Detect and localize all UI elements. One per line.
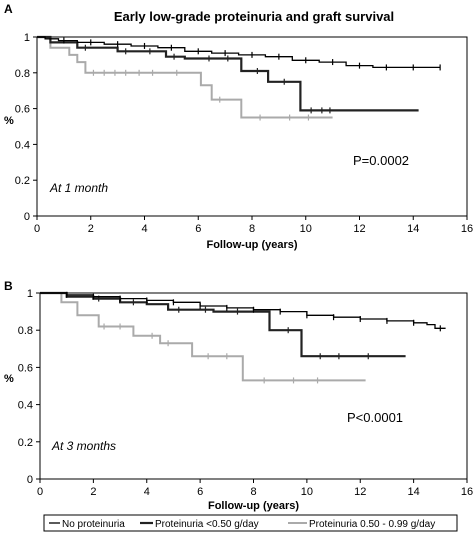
x-tick-label: 16 xyxy=(461,223,473,235)
x-tick-label: 4 xyxy=(144,486,150,498)
legend-entry-1: Proteinuria <0.50 g/day xyxy=(155,519,259,530)
x-tick-label: 8 xyxy=(249,223,255,235)
legend-box xyxy=(43,514,458,532)
series-line-0 xyxy=(37,36,441,69)
y-tick-label: 0.6 xyxy=(18,362,33,374)
x-tick-label: 0 xyxy=(34,223,40,235)
y-axis-label: % xyxy=(4,115,14,127)
x-tick-label: 4 xyxy=(141,223,147,235)
series-line-1 xyxy=(37,35,419,112)
y-tick-label: 0.4 xyxy=(15,139,30,151)
x-tick-label: 10 xyxy=(301,486,313,498)
p-value: P=0.0002 xyxy=(353,153,409,168)
panel-annotation: At 1 month xyxy=(49,181,108,195)
y-tick-label: 0.2 xyxy=(15,175,30,187)
y-tick-label: 0.8 xyxy=(15,68,30,80)
x-tick-label: 16 xyxy=(461,486,473,498)
x-tick-label: 6 xyxy=(195,223,201,235)
series-line-2 xyxy=(37,36,333,119)
legend-entry-2: Proteinuria 0.50 - 0.99 g/day xyxy=(309,519,435,530)
x-tick-label: 6 xyxy=(197,486,203,498)
legend: No proteinuria Proteinuria <0.50 g/day P… xyxy=(43,514,458,532)
x-tick-label: 12 xyxy=(353,223,365,235)
x-tick-label: 8 xyxy=(250,486,256,498)
x-tick-label: 2 xyxy=(90,486,96,498)
p-value: P<0.0001 xyxy=(347,410,403,425)
x-axis-label: Follow-up (years) xyxy=(208,500,299,512)
x-tick-label: 12 xyxy=(354,486,366,498)
y-tick-label: 0.2 xyxy=(18,437,33,449)
figure-title: Early low-grade proteinuria and graft su… xyxy=(114,9,394,24)
y-tick-label: 1 xyxy=(27,288,33,300)
x-axis-label: Follow-up (years) xyxy=(206,239,297,251)
y-tick-label: 0.8 xyxy=(18,325,33,337)
x-tick-label: 14 xyxy=(408,486,420,498)
legend-entry-0: No proteinuria xyxy=(62,519,125,530)
series-line-1 xyxy=(40,291,406,358)
x-tick-label: 2 xyxy=(88,223,94,235)
y-tick-label: 0 xyxy=(27,474,33,486)
y-tick-label: 0.4 xyxy=(18,400,33,412)
panel-label: B xyxy=(4,279,13,293)
panel-label: A xyxy=(4,2,13,16)
y-axis-label: % xyxy=(4,373,14,385)
y-tick-label: 0 xyxy=(24,211,30,223)
panel-annotation: At 3 months xyxy=(51,439,116,453)
series-line-2 xyxy=(40,292,366,382)
x-tick-label: 0 xyxy=(37,486,43,498)
y-tick-label: 0.6 xyxy=(15,104,30,116)
y-tick-label: 1 xyxy=(24,32,30,44)
x-tick-label: 10 xyxy=(300,223,312,235)
x-tick-label: 14 xyxy=(407,223,419,235)
